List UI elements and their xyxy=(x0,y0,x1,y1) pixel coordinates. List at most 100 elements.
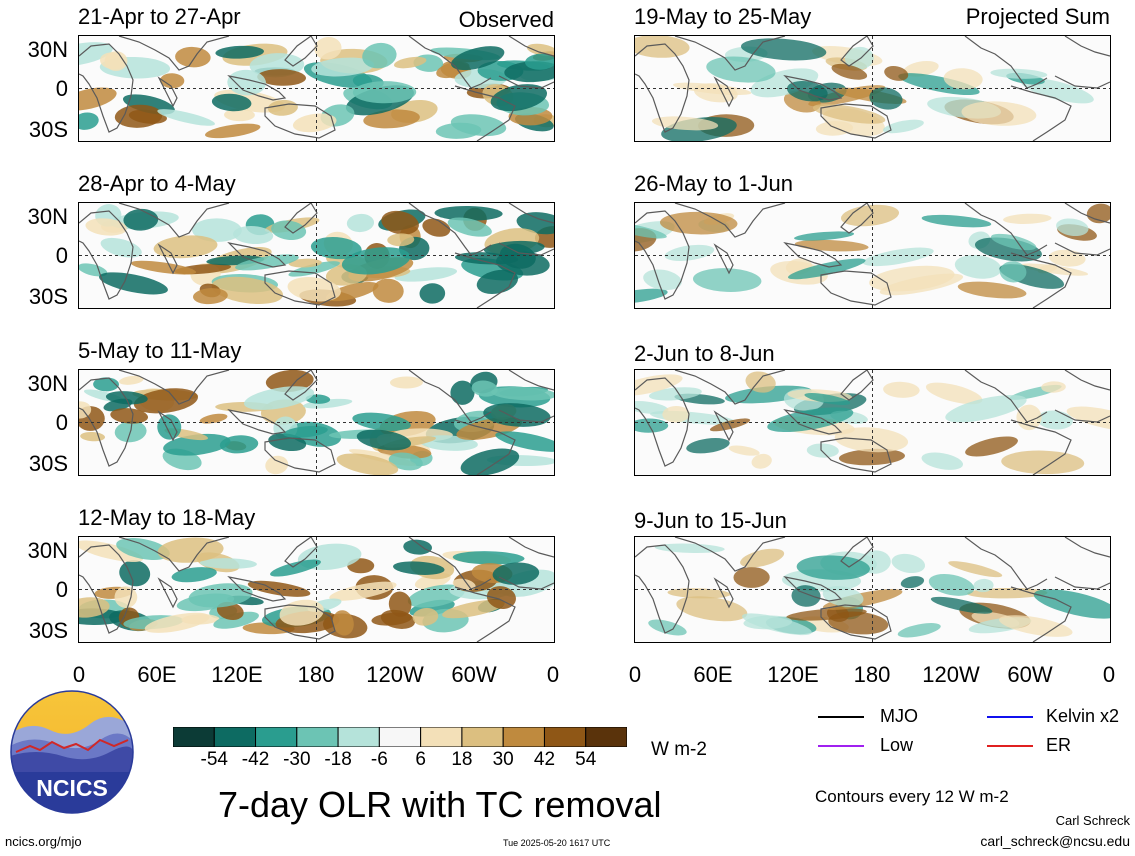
coastline xyxy=(840,537,874,568)
legend-kelvin: Kelvin x2 xyxy=(1046,706,1120,726)
coastline xyxy=(498,242,554,256)
olr-anomaly xyxy=(381,210,419,235)
coastline xyxy=(157,577,178,609)
coastline xyxy=(118,203,230,238)
olr-anomaly xyxy=(635,36,690,58)
coastline xyxy=(713,577,734,609)
coastline xyxy=(840,203,874,234)
olr-anomaly xyxy=(332,610,354,636)
olr-anomaly xyxy=(686,438,730,454)
olr-anomaly xyxy=(692,268,762,292)
olr-anomaly xyxy=(891,553,926,574)
olr-anomaly xyxy=(1001,450,1085,475)
olr-anomaly xyxy=(728,445,760,456)
olr-anomaly xyxy=(213,611,259,629)
coastline xyxy=(264,270,336,306)
olr-anomaly xyxy=(205,123,261,139)
kelvin-line xyxy=(987,716,1033,718)
projected-label: Projected Sum xyxy=(965,4,1110,29)
olr-anomaly xyxy=(130,260,197,275)
olr-anomaly xyxy=(1066,406,1110,432)
coastline xyxy=(227,75,287,101)
olr-anomaly xyxy=(99,272,168,295)
coastline xyxy=(284,203,318,234)
colorbar-tick: 42 xyxy=(533,749,556,770)
olr-anomaly xyxy=(171,567,217,583)
colorbar-tick: -6 xyxy=(370,749,388,770)
olr-anomaly xyxy=(434,205,503,221)
olr-anomaly xyxy=(831,63,868,80)
olr-anomaly xyxy=(526,43,554,56)
olr-anomaly xyxy=(945,395,1027,423)
olr-anomaly xyxy=(879,273,964,296)
olr-map xyxy=(634,369,1111,476)
olr-anomaly xyxy=(954,254,1002,279)
coastline xyxy=(1064,537,1110,558)
olr-anomaly xyxy=(110,408,149,424)
olr-anomaly xyxy=(341,247,411,275)
olr-anomaly xyxy=(118,375,144,385)
olr-anomaly xyxy=(838,448,905,466)
contour-note: Contours every 12 W m-2 xyxy=(815,787,1009,806)
olr-anomaly xyxy=(85,218,127,236)
olr-anomaly xyxy=(292,113,337,133)
olr-anomaly xyxy=(796,555,870,580)
olr-anomaly xyxy=(144,612,210,633)
olr-anomaly xyxy=(325,282,379,302)
olr-anomaly xyxy=(643,269,682,291)
coastline xyxy=(454,252,516,308)
olr-anomaly xyxy=(742,613,812,636)
coastline xyxy=(783,576,843,602)
colorbar-tick: 54 xyxy=(575,749,597,770)
coastline xyxy=(1064,36,1110,57)
olr-anomaly xyxy=(1048,249,1086,267)
olr-anomaly xyxy=(265,370,314,393)
colorbar-swatch xyxy=(173,727,215,747)
olr-anomaly xyxy=(450,380,475,405)
coastline xyxy=(820,270,892,306)
coastline xyxy=(964,36,1048,89)
coastline xyxy=(840,370,874,401)
olr-anomaly xyxy=(648,619,687,636)
lat-label: 30N xyxy=(27,37,68,62)
olr-anomaly xyxy=(1003,213,1052,224)
colorbar-units: W m-2 xyxy=(651,739,707,760)
olr-anomaly xyxy=(767,407,854,433)
olr-anomaly xyxy=(352,81,417,104)
olr-anomaly xyxy=(447,217,492,237)
olr-anomaly xyxy=(943,68,983,90)
footer-author: Carl Schreck xyxy=(1055,813,1130,828)
coastline xyxy=(118,370,230,405)
coastline xyxy=(408,370,492,423)
olr-anomaly xyxy=(133,388,198,414)
coastline xyxy=(1064,370,1110,391)
coastline xyxy=(227,409,287,435)
olr-anomaly xyxy=(371,612,413,626)
olr-anomaly xyxy=(490,84,548,112)
olr-anomaly xyxy=(815,121,854,136)
olr-anomaly xyxy=(362,42,397,69)
olr-anomaly xyxy=(900,576,925,589)
olr-anomaly xyxy=(403,539,433,555)
olr-anomaly xyxy=(693,83,738,103)
olr-anomaly xyxy=(452,551,525,565)
olr-map xyxy=(78,369,555,476)
olr-anomaly xyxy=(163,433,231,456)
lat-label: 30N xyxy=(27,204,68,229)
olr-anomaly xyxy=(100,52,126,70)
olr-anomaly xyxy=(1033,589,1110,619)
olr-anomaly xyxy=(412,608,439,626)
lon-label: 60W xyxy=(1007,662,1053,687)
olr-anomaly xyxy=(635,288,668,304)
olr-anomaly xyxy=(965,436,1018,457)
olr-anomaly xyxy=(157,109,215,126)
olr-anomaly xyxy=(268,433,307,452)
lon-label: 60W xyxy=(451,662,497,687)
olr-anomaly xyxy=(389,376,424,389)
olr-anomaly xyxy=(279,599,324,626)
colorbar-tick: -30 xyxy=(283,749,311,770)
coastline xyxy=(1010,85,1072,141)
olr-anomaly xyxy=(388,452,423,471)
lat-label: 30S xyxy=(28,117,68,142)
panel-title: 28-Apr to 4-May xyxy=(78,171,236,196)
